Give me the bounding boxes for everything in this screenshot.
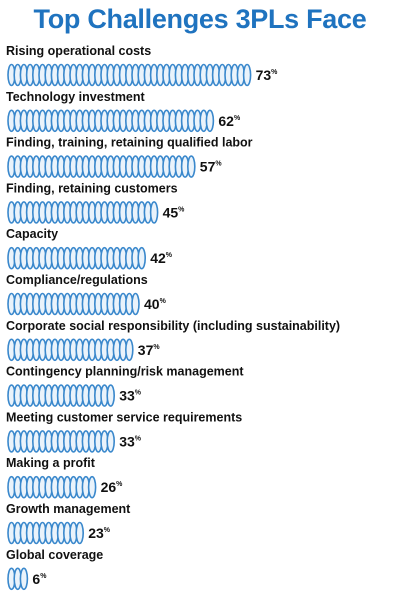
bar — [7, 384, 115, 407]
bar — [7, 109, 215, 133]
value-label: 6% — [32, 571, 47, 587]
value-unit: % — [116, 481, 123, 488]
value-label: 37% — [138, 342, 161, 358]
coil-ring — [19, 567, 29, 591]
bar-row: Compliance/regulations 40% — [6, 273, 167, 316]
bar-row: Rising operational costs 73% — [6, 44, 279, 87]
bar-row: Meeting customer service requirements 33% — [6, 410, 242, 453]
category-label: Capacity — [6, 227, 58, 241]
bar — [7, 63, 252, 87]
bar-row: Finding, training, retaining qualified l… — [6, 136, 253, 178]
bar-row: Making a profit 26% — [6, 456, 124, 499]
bar — [7, 567, 29, 591]
coil-ring — [106, 384, 115, 407]
value-label: 33% — [119, 388, 142, 404]
bar-row: Global coverage 6% — [6, 548, 103, 591]
value-unit: % — [215, 161, 222, 168]
bar — [7, 475, 97, 499]
value-unit: % — [178, 206, 185, 213]
bar — [7, 338, 134, 362]
category-label: Contingency planning/risk management — [6, 365, 244, 379]
value-unit: % — [160, 298, 167, 305]
value-unit: % — [234, 115, 241, 122]
value-label: 45% — [163, 204, 186, 220]
bar-row: Growth management 23% — [6, 502, 131, 545]
bar — [7, 155, 196, 178]
value-label: 40% — [144, 296, 167, 312]
bar — [7, 246, 146, 270]
chart-title: Top Challenges 3PLs Face — [33, 4, 367, 34]
value-label: 26% — [101, 479, 124, 495]
value-label: 23% — [88, 525, 111, 541]
bar-row: Corporate social responsibility (includi… — [6, 319, 340, 362]
category-label: Corporate social responsibility (includi… — [6, 319, 340, 333]
coil-ring — [205, 109, 215, 133]
category-label: Growth management — [6, 502, 131, 516]
value-label: 42% — [150, 250, 173, 266]
coil-ring — [106, 430, 115, 453]
category-label: Rising operational costs — [6, 44, 151, 58]
bar-row: Finding, retaining customers 45% — [6, 181, 186, 224]
bar — [7, 292, 140, 316]
coil-ring — [87, 475, 97, 499]
coil-ring — [75, 521, 84, 545]
value-label: 33% — [119, 433, 142, 449]
value-unit: % — [166, 252, 173, 259]
value-label: 62% — [218, 113, 241, 129]
value-unit: % — [153, 344, 160, 351]
coil-ring — [187, 155, 196, 178]
bar-row: Capacity 42% — [6, 227, 173, 270]
category-label: Finding, training, retaining qualified l… — [6, 136, 253, 150]
value-unit: % — [135, 390, 142, 397]
category-label: Global coverage — [6, 548, 103, 562]
bar — [7, 521, 84, 545]
category-label: Compliance/regulations — [6, 273, 148, 287]
value-label: 57% — [200, 159, 223, 175]
value-unit: % — [135, 435, 142, 442]
category-label: Technology investment — [6, 90, 146, 104]
bar — [7, 430, 115, 453]
bar — [7, 201, 159, 224]
category-label: Meeting customer service requirements — [6, 410, 242, 424]
category-label: Finding, retaining customers — [6, 181, 178, 195]
coil-ring — [149, 201, 159, 224]
category-label: Making a profit — [6, 456, 96, 470]
bar-row: Contingency planning/risk management 33% — [6, 365, 244, 407]
coil-ring — [242, 63, 252, 87]
bar-row: Technology investment 62% — [6, 90, 241, 133]
value-unit: % — [271, 69, 278, 76]
coil-ring — [131, 292, 140, 316]
coil-ring — [125, 338, 134, 362]
value-label: 73% — [256, 67, 279, 83]
value-unit: % — [40, 573, 47, 580]
value-unit: % — [104, 527, 111, 534]
coil-ring — [137, 246, 146, 270]
